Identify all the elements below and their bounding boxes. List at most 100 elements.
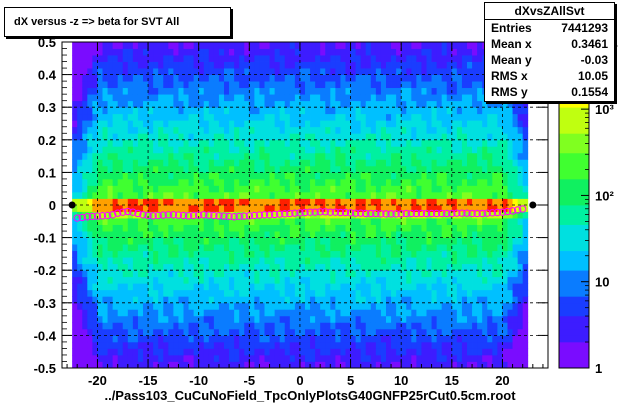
heatmap-cell: [305, 94, 311, 102]
heatmap-cell: [127, 237, 134, 245]
heatmap-cell: [254, 361, 260, 368]
heatmap-cell: [350, 322, 357, 330]
heatmap-cell: [320, 211, 326, 219]
heatmap-cell: [168, 205, 174, 212]
heatmap-cell: [82, 191, 88, 199]
heatmap-cell: [517, 178, 524, 186]
heatmap-cell: [365, 263, 372, 271]
heatmap-cell: [92, 250, 98, 258]
heatmap-cell: [421, 322, 427, 330]
heatmap-cell: [224, 55, 230, 62]
heatmap-cell: [507, 237, 513, 245]
heatmap-cell: [87, 315, 93, 323]
heatmap-cell: [218, 309, 225, 317]
heatmap-cell: [188, 302, 195, 310]
heatmap-cell: [97, 178, 103, 186]
heatmap-cell: [72, 74, 78, 82]
heatmap-cell: [492, 263, 498, 271]
heatmap-cell: [477, 257, 483, 265]
heatmap-cell: [416, 244, 422, 252]
heatmap-cell: [193, 250, 200, 258]
heatmap-cell: [274, 341, 281, 349]
heatmap-cell: [461, 348, 468, 356]
heatmap-cell: [137, 276, 144, 284]
heatmap-cell: [431, 42, 438, 49]
heatmap-cell: [173, 237, 179, 245]
heatmap-cell: [77, 205, 83, 212]
heatmap-cell: [279, 348, 286, 356]
heatmap-cell: [477, 328, 483, 336]
heatmap-cell: [249, 159, 255, 167]
heatmap-cell: [127, 205, 134, 212]
heatmap-cell: [477, 302, 483, 310]
heatmap-cell: [325, 309, 331, 317]
heatmap-cell: [77, 263, 83, 271]
heatmap-cell: [264, 283, 270, 291]
heatmap-cell: [386, 81, 392, 89]
heatmap-cell: [122, 263, 129, 271]
profile-point: [443, 209, 451, 218]
heatmap-cell: [168, 276, 174, 284]
heatmap-cell: [82, 224, 88, 232]
heatmap-cell: [137, 309, 144, 317]
heatmap-cell: [431, 172, 438, 180]
heatmap-cell: [92, 296, 98, 304]
heatmap-cell: [426, 165, 432, 173]
heatmap-cell: [386, 257, 392, 265]
heatmap-cell: [102, 133, 108, 141]
heatmap-cell: [249, 94, 255, 102]
heatmap-cell: [512, 146, 519, 154]
heatmap-cell: [77, 276, 83, 284]
heatmap-cell: [522, 120, 529, 128]
heatmap-cell: [451, 81, 458, 89]
heatmap-cell: [391, 178, 397, 186]
profile-point: [463, 209, 471, 217]
heatmap-cell: [507, 185, 513, 193]
profile-point: [437, 209, 446, 218]
heatmap-cell: [330, 309, 336, 317]
heatmap-cell: [502, 139, 508, 147]
heatmap-cell: [178, 322, 184, 330]
heatmap-cell: [350, 263, 357, 271]
heatmap-cell: [153, 139, 159, 147]
heatmap-cell: [72, 120, 78, 128]
heatmap-cell: [461, 341, 468, 349]
heatmap-cell: [472, 283, 478, 291]
heatmap-cell: [325, 328, 331, 336]
heatmap-cell: [315, 139, 321, 147]
heatmap-cell: [305, 205, 311, 212]
heatmap-cell: [244, 328, 250, 336]
heatmap-cell: [467, 185, 473, 193]
heatmap-cell: [451, 113, 458, 121]
heatmap-cell: [274, 94, 281, 102]
heatmap-cell: [375, 224, 382, 232]
heatmap-cell: [360, 172, 367, 180]
heatmap-cell: [370, 302, 377, 310]
heatmap-cell: [441, 100, 448, 108]
heatmap-cell: [264, 48, 270, 56]
heatmap-cell: [274, 335, 281, 343]
heatmap-cell: [426, 309, 432, 317]
heatmap-cell: [234, 231, 240, 238]
heatmap-cell: [380, 178, 387, 186]
heatmap-cell: [269, 237, 276, 245]
heatmap-cell: [391, 113, 397, 121]
heatmap-cell: [163, 126, 169, 134]
heatmap-cell: [512, 289, 519, 297]
heatmap-cell: [350, 244, 357, 252]
heatmap-cell: [365, 237, 372, 245]
heatmap-cell: [310, 81, 316, 89]
heatmap-cell: [335, 296, 341, 304]
heatmap-cell: [441, 120, 448, 128]
heatmap-cell: [218, 263, 225, 271]
heatmap-cell: [305, 283, 311, 291]
color-scale-step: [559, 354, 589, 362]
heatmap-cell: [122, 354, 129, 362]
heatmap-cell: [396, 289, 402, 297]
heatmap-cell: [360, 354, 367, 362]
heatmap-cell: [178, 94, 184, 102]
heatmap-cell: [112, 159, 119, 167]
heatmap-cell: [325, 165, 331, 173]
heatmap-cell: [279, 270, 286, 278]
